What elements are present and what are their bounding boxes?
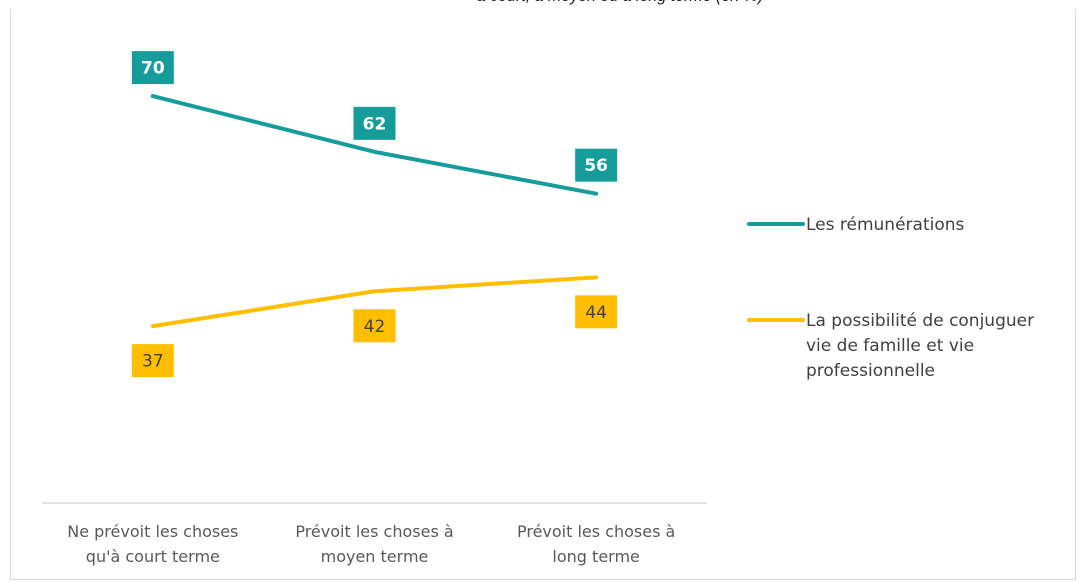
series-line [150,94,599,196]
data-label-box [131,344,174,378]
legend-label: La possibilité de conjuguer vie de famill… [806,311,1034,381]
data-label-text: 44 [585,303,607,323]
x-tick-label: Prévoit les choses à moyen terme [295,522,453,566]
x-tick-label: Ne prévoit les choses qu'à court terme [67,522,238,566]
series-layer [150,94,599,329]
chart-frame [10,9,1076,580]
x-axis: Ne prévoit les choses qu'à court terme Pré… [42,502,707,566]
legend-entry: La possibilité de conjuguer vie de famill… [747,311,1034,381]
data-label-box [575,148,618,182]
data-label: 70 [131,51,174,85]
series-line [150,275,599,329]
data-label-text: 56 [584,156,608,176]
data-label-text: 70 [141,59,165,79]
data-label: 42 [353,309,396,343]
data-label-text: 42 [364,317,386,337]
data-label-box [575,295,618,329]
legend: Les rémunérations La possibilité de conju… [747,215,1034,381]
data-label-box [353,106,396,140]
data-label: 37 [131,344,174,378]
x-tick-label: Prévoit les choses à long terme [517,522,675,566]
legend-entry: Les rémunérations [747,215,965,235]
data-label: 44 [575,295,618,329]
data-label-box [131,51,174,85]
data-label-text: 37 [142,352,164,372]
data-label-text: 62 [363,114,387,134]
chart-title: à court, à moyen ou à long terme (en %) [200,0,1040,10]
data-label: 62 [353,106,396,140]
legend-label: Les rémunérations [806,215,965,235]
data-label: 56 [575,148,618,182]
data-labels: 70 62 56 37 42 44 [131,51,618,378]
data-label-box [353,309,396,343]
